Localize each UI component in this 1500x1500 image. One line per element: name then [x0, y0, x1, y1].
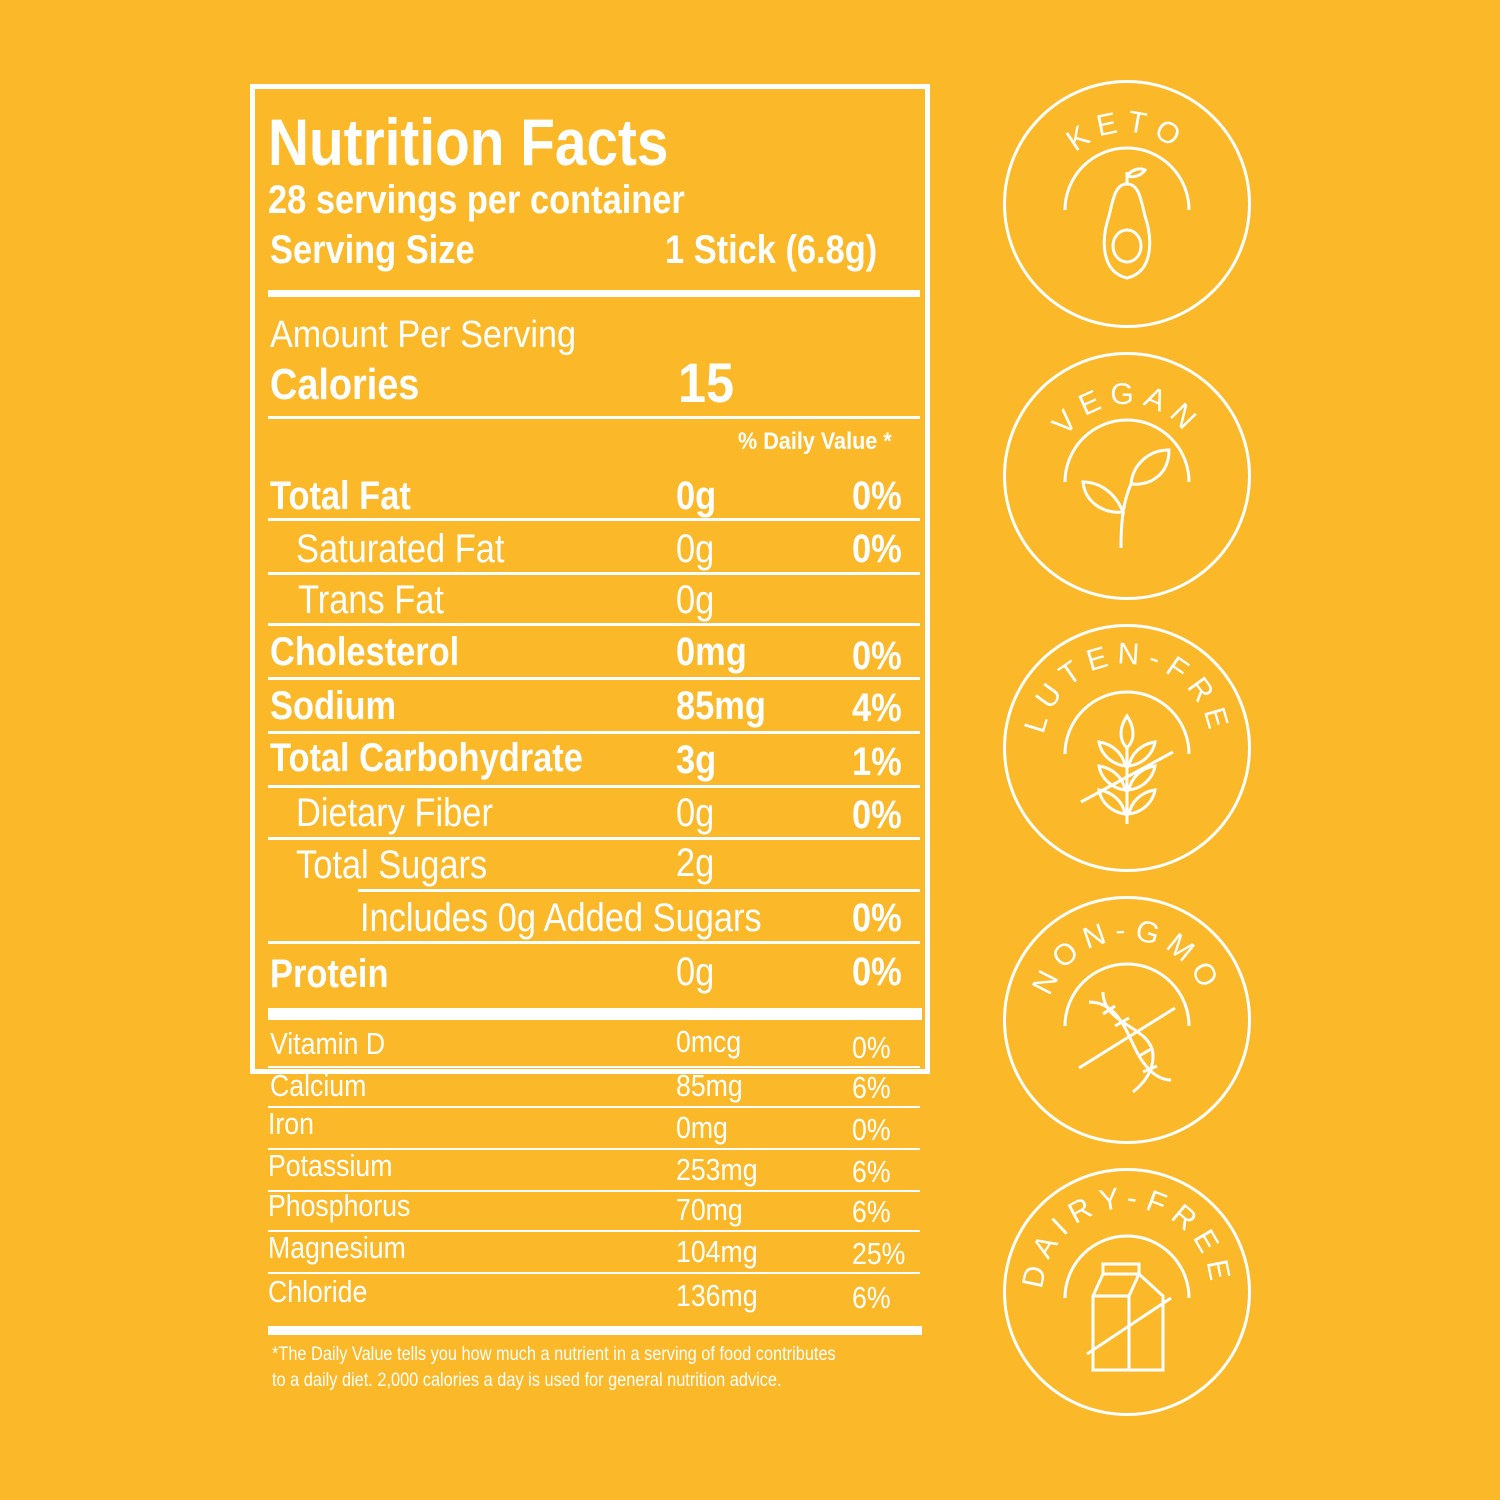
mineral-amount: 70mg — [676, 1192, 743, 1227]
row-divider — [268, 623, 920, 626]
nutrient-name: Total Fat — [270, 474, 411, 518]
badge-non-gmo: NON-GMO — [1003, 896, 1251, 1144]
badge-vegan: VEGAN — [1003, 352, 1251, 600]
sprout-icon: VEGAN — [1046, 378, 1208, 549]
nutrient-name: Total Sugars — [296, 843, 488, 887]
nutrient-name: Trans Fat — [298, 578, 444, 622]
mineral-amount: 0mg — [676, 1110, 728, 1145]
mineral-dv: 6% — [852, 1070, 891, 1105]
nutrient-amount: 0g — [676, 474, 717, 518]
mineral-dv: 25% — [852, 1236, 906, 1271]
nutrition-facts-panel — [250, 84, 930, 1074]
nutrient-name: Includes 0g Added Sugars — [360, 896, 762, 940]
badge-dairy-free: DAIRY-FREE — [1003, 1168, 1251, 1416]
calories-label: Calories — [270, 360, 420, 409]
nutrient-amount: 0g — [676, 950, 715, 994]
row-divider — [268, 1106, 920, 1108]
mineral-name: Phosphorus — [268, 1188, 411, 1223]
row-divider — [268, 1148, 920, 1150]
mineral-name: Potassium — [268, 1148, 393, 1183]
nutrient-amount: 0mg — [676, 630, 747, 674]
mineral-name: Iron — [268, 1106, 314, 1141]
badge-label: GLUTEN-FREE — [1003, 624, 1229, 740]
nutrient-amount: 0g — [676, 527, 715, 571]
mineral-dv: 6% — [852, 1154, 891, 1189]
mineral-dv: 6% — [852, 1194, 891, 1229]
svg-text:NON-GMO: NON-GMO — [1026, 914, 1228, 1000]
row-divider — [268, 1230, 920, 1232]
svg-text:KETO: KETO — [1061, 105, 1193, 158]
mineral-dv: 0% — [852, 1030, 891, 1065]
mineral-amount: 85mg — [676, 1068, 743, 1103]
row-divider — [268, 731, 920, 734]
nutrient-amount: 0g — [676, 791, 715, 835]
mineral-amount: 253mg — [676, 1152, 758, 1187]
thick-divider — [268, 1008, 922, 1020]
mineral-dv: 0% — [852, 1112, 891, 1147]
nutrient-dv: 1% — [852, 740, 902, 784]
thick-divider — [268, 290, 920, 297]
svg-text:GLUTEN-FREE: GLUTEN-FREE — [1003, 624, 1237, 740]
avocado-icon: KETO — [1061, 105, 1193, 280]
nutrient-name: Dietary Fiber — [296, 791, 493, 835]
row-divider — [268, 572, 920, 575]
nutrient-dv: 0% — [852, 950, 902, 994]
nutrient-amount: 0g — [676, 578, 715, 622]
mineral-name: Vitamin D — [270, 1026, 386, 1061]
calories-value: 15 — [678, 351, 735, 414]
nutrient-dv: 0% — [852, 474, 902, 518]
milk-carton-crossed-icon: DAIRY-FREE — [1016, 1181, 1230, 1372]
row-divider — [268, 1190, 920, 1192]
divider — [268, 416, 920, 419]
nutrient-dv: 0% — [852, 527, 902, 571]
nutrient-dv: 0% — [852, 634, 902, 678]
footnote-line-2: to a daily diet. 2,000 calories a day is… — [272, 1370, 782, 1391]
daily-value-header: % Daily Value * — [738, 428, 892, 455]
footnote-line-1: *The Daily Value tells you how much a nu… — [272, 1344, 836, 1365]
row-divider — [268, 518, 920, 521]
nutrient-name: Cholesterol — [270, 630, 460, 674]
servings-per-container: 28 servings per container — [268, 178, 685, 222]
nutrient-name: Total Carbohydrate — [270, 736, 583, 780]
mineral-name: Calcium — [270, 1068, 367, 1103]
row-divider — [268, 1272, 920, 1274]
svg-text:VEGAN: VEGAN — [1046, 378, 1208, 442]
wheat-crossed-icon: GLUTEN-FREE — [1003, 624, 1237, 824]
badge-label: NON-GMO — [1026, 914, 1220, 1000]
nutrient-name: Saturated Fat — [296, 527, 505, 571]
badge-gluten-free: GLUTEN-FREE — [1003, 624, 1251, 872]
serving-size-value: 1 Stick (6.8g) — [665, 228, 878, 272]
nutrient-amount: 2g — [676, 841, 715, 885]
nutrient-amount: 3g — [676, 738, 717, 782]
label-title: Nutrition Facts — [268, 105, 669, 179]
mineral-amount: 0mcg — [676, 1024, 742, 1059]
mineral-amount: 136mg — [676, 1278, 758, 1313]
row-divider — [268, 1066, 920, 1068]
amount-per-serving: Amount Per Serving — [270, 314, 577, 356]
dna-crossed-icon: NON-GMO — [1026, 914, 1228, 1094]
row-divider — [268, 941, 920, 944]
mineral-amount: 104mg — [676, 1234, 758, 1269]
row-divider — [358, 889, 920, 892]
mineral-name: Magnesium — [268, 1230, 406, 1265]
mineral-name: Chloride — [268, 1274, 368, 1309]
nutrient-dv: 0% — [852, 896, 902, 940]
nutrient-dv: 0% — [852, 793, 902, 837]
row-divider — [268, 677, 920, 680]
row-divider — [268, 785, 920, 788]
nutrient-name: Sodium — [270, 684, 397, 728]
mineral-dv: 6% — [852, 1280, 891, 1315]
nutrient-amount: 85mg — [676, 684, 766, 728]
nutrient-dv: 4% — [852, 686, 902, 730]
badge-keto: KETO — [1003, 80, 1251, 328]
badge-label: KETO — [1061, 105, 1185, 158]
badge-label: VEGAN — [1046, 378, 1200, 442]
serving-size-label: Serving Size — [270, 228, 475, 272]
nutrient-name: Protein — [270, 952, 389, 996]
row-divider — [268, 837, 920, 840]
thick-divider — [268, 1326, 922, 1335]
